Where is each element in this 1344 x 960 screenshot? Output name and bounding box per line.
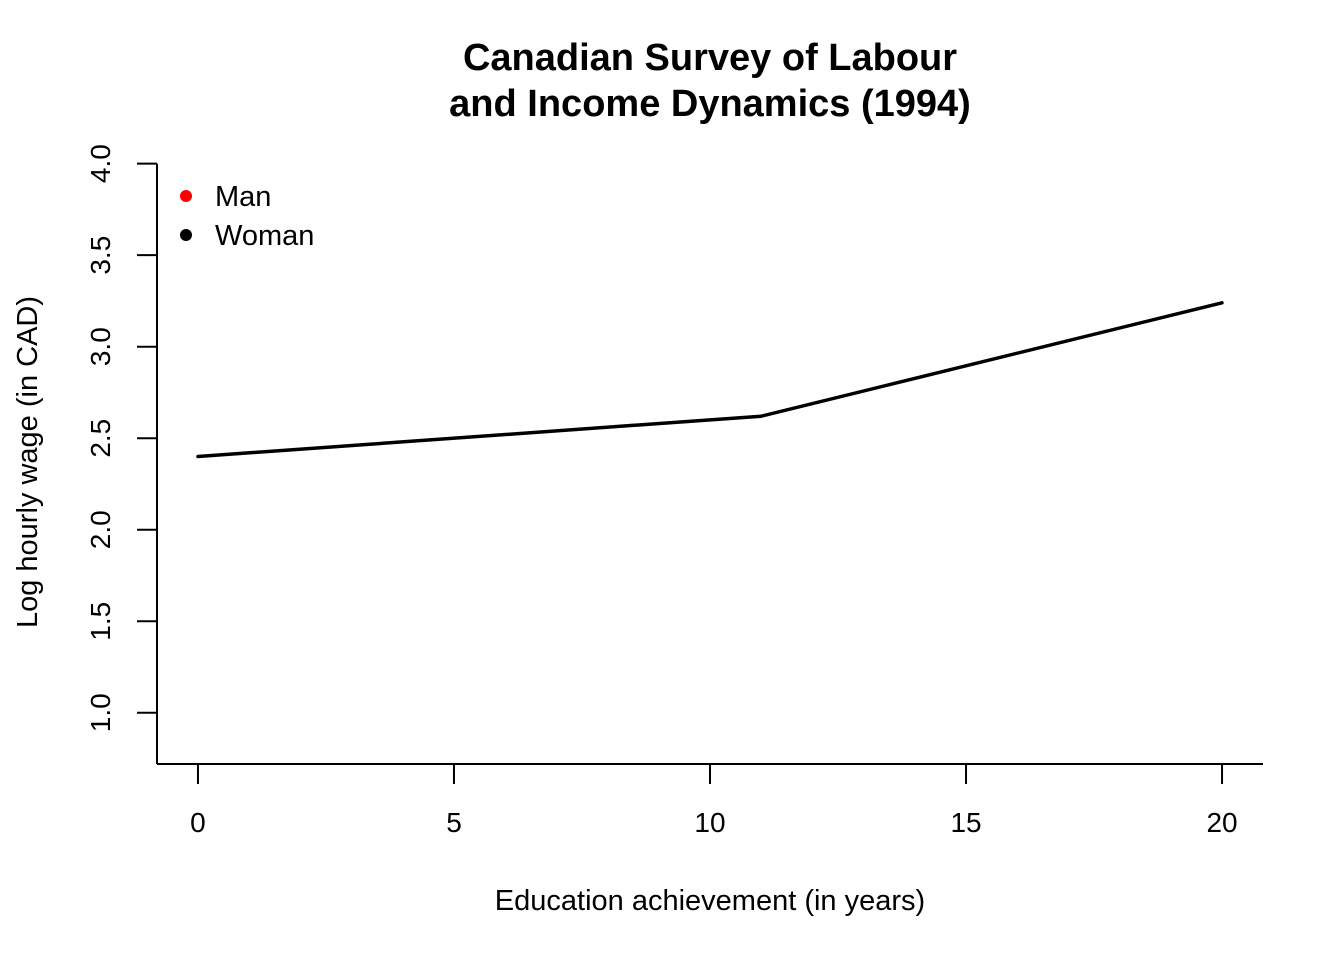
chart-title-line-2: and Income Dynamics (1994) xyxy=(449,83,971,125)
y-tick-label: 4.0 xyxy=(85,144,116,183)
legend-label-man: Man xyxy=(215,181,271,213)
series-layer xyxy=(196,301,1224,459)
legend-marker-man xyxy=(180,190,192,202)
legend: Man Woman xyxy=(180,181,314,252)
x-tick-label: 5 xyxy=(446,807,462,838)
x-tick-label: 10 xyxy=(694,807,725,838)
x-tick-label: 15 xyxy=(950,807,981,838)
chart-title-line-1: Canadian Survey of Labour xyxy=(463,37,957,79)
y-tick-label: 2.5 xyxy=(85,419,116,458)
legend-label-woman: Woman xyxy=(215,220,314,252)
y-tick-label: 1.5 xyxy=(85,602,116,641)
axes: 0 5 10 15 20 1.0 1.5 2.0 2.5 3.0 3.5 4.0 xyxy=(85,144,1263,838)
y-tick-label: 2.0 xyxy=(85,510,116,549)
x-tick-label: 20 xyxy=(1206,807,1237,838)
x-tick-label: 0 xyxy=(190,807,206,838)
y-tick-label: 3.5 xyxy=(85,236,116,275)
y-axis-label: Log hourly wage (in CAD) xyxy=(12,296,44,628)
y-tick-label: 3.0 xyxy=(85,327,116,366)
x-axis-label: Education achievement (in years) xyxy=(495,885,925,917)
legend-marker-woman xyxy=(180,229,192,241)
y-tick-label: 1.0 xyxy=(85,693,116,732)
series-line-woman xyxy=(196,301,1224,459)
